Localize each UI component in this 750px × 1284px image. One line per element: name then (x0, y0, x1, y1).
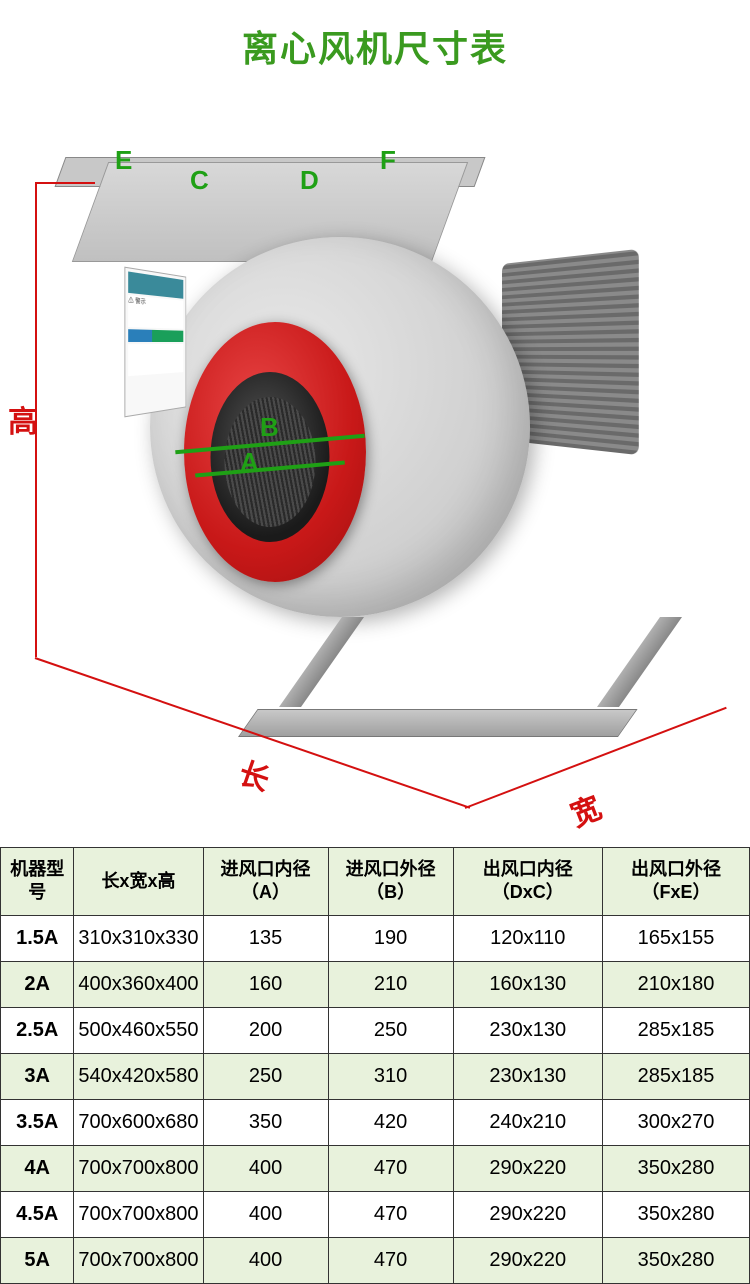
outlet-duct (72, 162, 468, 262)
fan-diagram: ⚠ 警示 E C D F B A 高 长 宽 (0, 87, 750, 847)
table-cell: 3A (1, 1053, 74, 1099)
dim-label-width: 宽 (563, 783, 607, 835)
table-cell: 250 (328, 1007, 453, 1053)
product-label: ⚠ 警示 (124, 267, 186, 418)
table-cell: 290x220 (453, 1191, 602, 1237)
table-cell: 3.5A (1, 1099, 74, 1145)
table-cell: 350 (203, 1099, 328, 1145)
table-cell: 165x155 (602, 915, 749, 961)
table-cell: 4A (1, 1145, 74, 1191)
table-cell: 540x420x580 (74, 1053, 203, 1099)
table-cell: 2.5A (1, 1007, 74, 1053)
table-cell: 5A (1, 1237, 74, 1283)
table-cell: 470 (328, 1191, 453, 1237)
table-cell: 350x280 (602, 1145, 749, 1191)
table-cell: 230x130 (453, 1007, 602, 1053)
dim-label-E: E (115, 145, 132, 176)
table-cell: 240x210 (453, 1099, 602, 1145)
table-cell: 2A (1, 961, 74, 1007)
dim-label-length: 长 (234, 748, 277, 799)
table-cell: 400x360x400 (74, 961, 203, 1007)
col-outFE: 出风口外径（FxE） (602, 848, 749, 916)
table-cell: 310x310x330 (74, 915, 203, 961)
table-cell: 700x700x800 (74, 1237, 203, 1283)
table-row: 2.5A500x460x550200250230x130285x185 (1, 1007, 750, 1053)
table-row: 5A700x700x800400470290x220350x280 (1, 1237, 750, 1283)
table-cell: 470 (328, 1237, 453, 1283)
table-cell: 160x130 (453, 961, 602, 1007)
mounting-base (238, 617, 702, 737)
table-cell: 500x460x550 (74, 1007, 203, 1053)
table-row: 3A540x420x580250310230x130285x185 (1, 1053, 750, 1099)
table-cell: 200 (203, 1007, 328, 1053)
dim-label-A: A (240, 447, 259, 478)
table-cell: 310 (328, 1053, 453, 1099)
table-cell: 420 (328, 1099, 453, 1145)
table-cell: 700x700x800 (74, 1191, 203, 1237)
col-lwh: 长x宽x高 (74, 848, 203, 916)
table-header: 机器型号 长x宽x高 进风口内径（A） 进风口外径（B） 出风口内径（DxC） … (1, 848, 750, 916)
table-cell: 290x220 (453, 1145, 602, 1191)
table-row: 4A700x700x800400470290x220350x280 (1, 1145, 750, 1191)
col-inletA: 进风口内径（A） (203, 848, 328, 916)
table-cell: 290x220 (453, 1237, 602, 1283)
table-cell: 400 (203, 1237, 328, 1283)
page-title: 离心风机尺寸表 (0, 0, 750, 87)
table-cell: 250 (203, 1053, 328, 1099)
table-cell: 400 (203, 1145, 328, 1191)
dim-label-F: F (380, 145, 396, 176)
table-row: 1.5A310x310x330135190120x110165x155 (1, 915, 750, 961)
col-model: 机器型号 (1, 848, 74, 916)
table-cell: 470 (328, 1145, 453, 1191)
table-row: 2A400x360x400160210160x130210x180 (1, 961, 750, 1007)
col-outDC: 出风口内径（DxC） (453, 848, 602, 916)
table-cell: 1.5A (1, 915, 74, 961)
table-cell: 4.5A (1, 1191, 74, 1237)
table-cell: 700x700x800 (74, 1145, 203, 1191)
table-cell: 285x185 (602, 1053, 749, 1099)
table-cell: 230x130 (453, 1053, 602, 1099)
table-cell: 135 (203, 915, 328, 961)
table-cell: 350x280 (602, 1237, 749, 1283)
dim-label-D: D (300, 165, 319, 196)
table-cell: 120x110 (453, 915, 602, 961)
table-cell: 700x600x680 (74, 1099, 203, 1145)
col-inletB: 进风口外径（B） (328, 848, 453, 916)
table-cell: 400 (203, 1191, 328, 1237)
dim-label-C: C (190, 165, 209, 196)
table-cell: 285x185 (602, 1007, 749, 1053)
table-row: 3.5A700x600x680350420240x210300x270 (1, 1099, 750, 1145)
table-row: 4.5A700x700x800400470290x220350x280 (1, 1191, 750, 1237)
table-cell: 210 (328, 961, 453, 1007)
dim-label-B: B (260, 412, 279, 443)
table-cell: 190 (328, 915, 453, 961)
table-cell: 350x280 (602, 1191, 749, 1237)
table-cell: 160 (203, 961, 328, 1007)
table-body: 1.5A310x310x330135190120x110165x1552A400… (1, 915, 750, 1283)
table-cell: 210x180 (602, 961, 749, 1007)
dimensions-table: 机器型号 长x宽x高 进风口内径（A） 进风口外径（B） 出风口内径（DxC） … (0, 847, 750, 1284)
dim-label-height: 高 (8, 397, 38, 441)
table-cell: 300x270 (602, 1099, 749, 1145)
